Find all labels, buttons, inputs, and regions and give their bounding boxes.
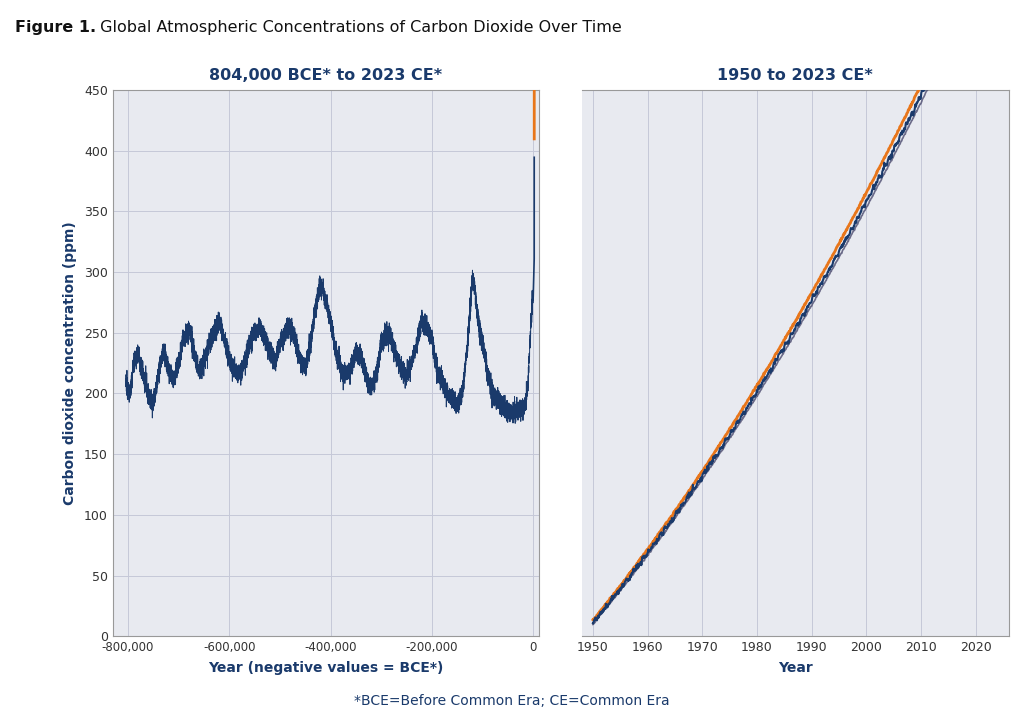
X-axis label: Year: Year xyxy=(778,661,813,675)
Title: 1950 to 2023 CE*: 1950 to 2023 CE* xyxy=(718,68,873,83)
Y-axis label: Carbon dioxide concentration (ppm): Carbon dioxide concentration (ppm) xyxy=(62,221,77,505)
X-axis label: Year (negative values = BCE*): Year (negative values = BCE*) xyxy=(208,661,443,675)
Text: Figure 1.: Figure 1. xyxy=(15,20,96,35)
Text: Global Atmospheric Concentrations of Carbon Dioxide Over Time: Global Atmospheric Concentrations of Car… xyxy=(95,20,622,35)
Title: 804,000 BCE* to 2023 CE*: 804,000 BCE* to 2023 CE* xyxy=(210,68,442,83)
Text: *BCE=Before Common Era; CE=Common Era: *BCE=Before Common Era; CE=Common Era xyxy=(354,695,670,708)
